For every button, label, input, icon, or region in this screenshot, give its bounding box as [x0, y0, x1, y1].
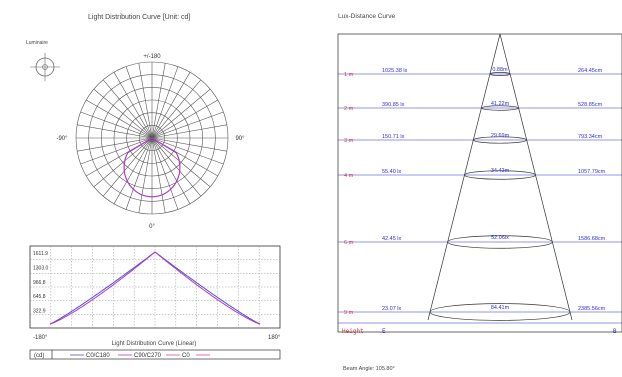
beam-ellipse [464, 170, 536, 180]
polar-spoke [151, 79, 202, 139]
lux-row-beam: 84.41m [491, 305, 510, 311]
linear-y-tick: 1303.0 [33, 265, 49, 271]
polar-spoke [151, 66, 179, 139]
linear-y-tick: 1611.9 [33, 251, 48, 257]
polar-spoke [151, 137, 202, 197]
polar-curve-path [123, 137, 181, 198]
linear-y-tick: 322.9 [33, 309, 46, 315]
polar-spoke [113, 72, 153, 139]
height-unit: E [382, 328, 386, 335]
polar-spoke [77, 137, 153, 152]
lux-row-area: 1057.79cm [578, 169, 606, 175]
lux-row-distance: 1 m [344, 72, 354, 78]
lux-row-distance: 4 m [344, 173, 354, 179]
polar-left-label: -90° [56, 136, 68, 142]
linear-x-right: 180° [268, 335, 281, 341]
polar-spoke [151, 137, 191, 204]
legend-unit: (cd) [34, 353, 44, 359]
lux-row-distance: 9 m [344, 310, 354, 316]
beam-ellipse [447, 235, 553, 249]
beam-ellipse [489, 72, 511, 76]
polar-spoke [80, 137, 153, 165]
polar-right-label: 90° [235, 136, 245, 142]
polar-spoke [151, 111, 224, 139]
lux-row-area: 264.45cm [578, 68, 603, 74]
legend-item-2: C0 [182, 353, 190, 359]
polar-spoke [125, 66, 153, 139]
lux-row-lux: 55.40 lx [382, 169, 402, 175]
polar-top-label: +/-180 [143, 54, 161, 60]
polar-spoke [93, 137, 153, 188]
luminaire-icon [30, 53, 60, 81]
lux-row-distance: 6 m [344, 240, 354, 246]
polar-spoke [151, 88, 211, 139]
lux-row-area: 1586.68cm [578, 236, 606, 242]
polar-spoke [138, 137, 153, 213]
linear-chart: 1611.9 1303.0 966.8 645.8 322.9 [29, 245, 281, 329]
luminaire-label: Luminaire [26, 40, 48, 46]
beam-ellipse [481, 105, 519, 111]
lux-row-beam: 34.42m [491, 168, 510, 174]
right-unit: B [613, 328, 617, 335]
polar-spoke [151, 63, 166, 139]
lux-row-lux: 23.07 lx [382, 306, 402, 312]
linear-y-tick: 645.8 [33, 294, 46, 300]
lux-row-lux: 42.45 lx [382, 236, 402, 242]
polar-spoke [151, 137, 179, 210]
lux-row-distance: 3 m [344, 138, 354, 144]
polar-spoke [77, 124, 153, 139]
lux-row-area: 2385.56cm [578, 306, 606, 312]
lux-distance-chart: 1 m 1025.38 lx 0.88m 264.45cm 2 m 390.85 lx 41… [337, 33, 622, 333]
linear-title: Light Distribution Curve (Linear) [112, 341, 197, 347]
polar-spoke [151, 137, 166, 213]
lux-row-lux: 390.85 lx [382, 102, 405, 108]
lux-row-beam: 52.06lx [491, 235, 509, 241]
polar-grid [75, 61, 229, 215]
linear-y-tick: 966.8 [33, 280, 46, 286]
lux-distance-title: Lux-Distance Curve [338, 13, 395, 20]
lux-row-beam: 41.22m [491, 101, 510, 107]
cone-right-edge [499, 33, 573, 321]
linear-legend: (cd) C0/C180 C90/C270 C0 [29, 349, 281, 360]
polar-spoke [151, 72, 191, 139]
height-label: Height [342, 328, 364, 335]
light-distribution-title: Light Distribution Curve [Unit: cd] [88, 14, 191, 21]
polar-spoke [102, 137, 153, 197]
polar-spoke [138, 63, 153, 139]
polar-spoke [86, 99, 153, 139]
beam-angle: Beam Angle: 105.80° [343, 366, 395, 372]
polar-spoke [102, 79, 153, 139]
polar-spoke [125, 137, 153, 210]
beam-ellipse [429, 303, 571, 321]
linear-curve-1 [49, 251, 261, 325]
polar-spoke [93, 88, 153, 139]
beam-ellipse [472, 136, 528, 144]
lux-row-beam: 0.88m [492, 67, 508, 73]
lux-row-area: 528.85cm [578, 102, 603, 108]
legend-item-1: C90/C270 [134, 353, 162, 359]
linear-x-left: -180° [33, 335, 48, 341]
polar-spoke [80, 111, 153, 139]
polar-spoke [151, 99, 218, 139]
lux-row-beam: 29.69m [491, 133, 510, 139]
lux-row-distance: 2 m [344, 106, 354, 112]
lux-row-lux: 150.71 lx [382, 134, 405, 140]
lux-row-lux: 1025.38 lx [382, 68, 408, 74]
polar-spoke [151, 137, 211, 188]
polar-spoke [151, 137, 224, 165]
polar-intensity-curve [123, 137, 181, 198]
polar-spoke [113, 137, 153, 204]
polar-bottom-label: 0° [149, 224, 155, 230]
polar-spoke [151, 137, 227, 152]
lux-row-area: 793.34cm [578, 134, 603, 140]
cone-left-edge [427, 33, 501, 321]
legend-item-0: C0/C180 [86, 353, 110, 359]
polar-spoke [151, 124, 227, 139]
